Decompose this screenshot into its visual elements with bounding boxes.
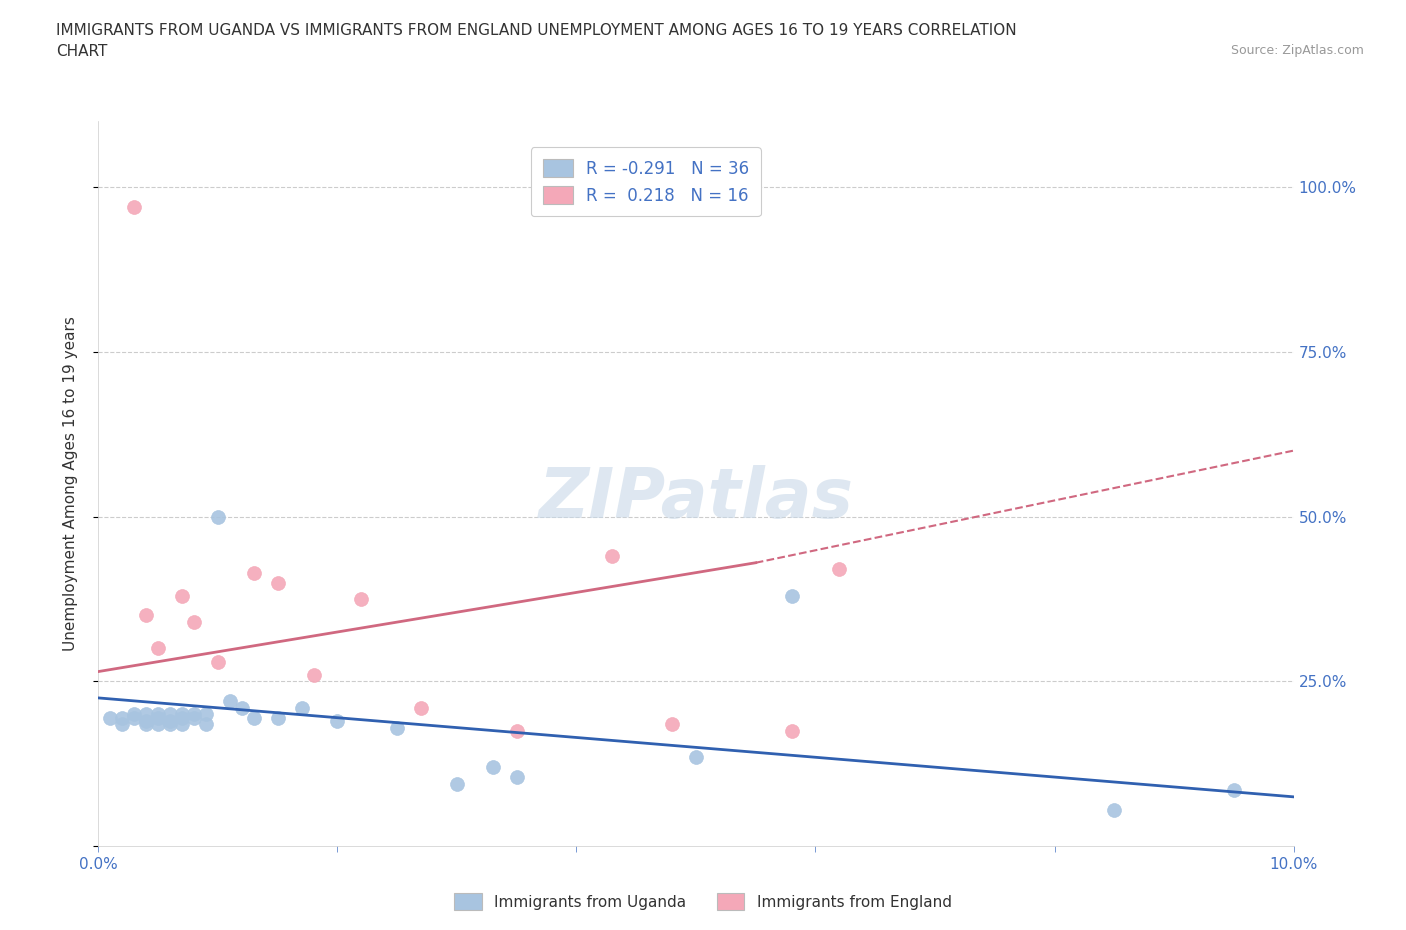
Point xyxy=(148,707,170,722)
Legend: R = -0.291   N = 36, R =  0.218   N = 16: R = -0.291 N = 36, R = 0.218 N = 16 xyxy=(531,147,761,217)
Point xyxy=(183,707,205,722)
Point xyxy=(172,711,194,725)
Point xyxy=(267,575,290,590)
Point xyxy=(124,199,146,214)
Point xyxy=(135,713,157,728)
Point xyxy=(148,711,170,725)
Point xyxy=(326,713,349,728)
Text: Source: ZipAtlas.com: Source: ZipAtlas.com xyxy=(1230,44,1364,57)
Point xyxy=(411,700,433,715)
Point xyxy=(100,711,122,725)
Legend: Immigrants from Uganda, Immigrants from England: Immigrants from Uganda, Immigrants from … xyxy=(447,885,959,918)
Point xyxy=(291,700,314,715)
Point xyxy=(207,509,229,524)
Point xyxy=(159,717,181,732)
Point xyxy=(1223,783,1246,798)
Point xyxy=(195,717,218,732)
Text: CHART: CHART xyxy=(56,44,108,59)
Point xyxy=(243,711,266,725)
Point xyxy=(135,707,157,722)
Point xyxy=(159,707,181,722)
Point xyxy=(135,717,157,732)
Point xyxy=(111,711,134,725)
Point xyxy=(780,724,803,738)
Point xyxy=(111,717,134,732)
Point xyxy=(207,654,229,669)
Point xyxy=(135,608,157,623)
Point xyxy=(350,591,373,606)
Point xyxy=(159,713,181,728)
Point xyxy=(385,720,409,735)
Point xyxy=(231,700,253,715)
Point xyxy=(172,717,194,732)
Point xyxy=(219,694,242,709)
Point xyxy=(780,589,803,604)
Point xyxy=(685,750,707,764)
Point xyxy=(124,707,146,722)
Point xyxy=(602,549,624,564)
Point xyxy=(506,770,529,785)
Point xyxy=(267,711,290,725)
Point xyxy=(243,565,266,580)
Point xyxy=(828,562,851,577)
Point xyxy=(506,724,529,738)
Point xyxy=(481,760,505,775)
Point xyxy=(446,777,468,791)
Text: ZIPatlas: ZIPatlas xyxy=(538,465,853,532)
Point xyxy=(302,668,325,683)
Y-axis label: Unemployment Among Ages 16 to 19 years: Unemployment Among Ages 16 to 19 years xyxy=(63,316,77,651)
Point xyxy=(124,711,146,725)
Point xyxy=(183,615,205,630)
Point xyxy=(172,589,194,604)
Point xyxy=(148,641,170,656)
Point xyxy=(661,717,683,732)
Point xyxy=(1104,803,1126,817)
Point xyxy=(195,707,218,722)
Text: IMMIGRANTS FROM UGANDA VS IMMIGRANTS FROM ENGLAND UNEMPLOYMENT AMONG AGES 16 TO : IMMIGRANTS FROM UGANDA VS IMMIGRANTS FRO… xyxy=(56,23,1017,38)
Point xyxy=(183,711,205,725)
Point xyxy=(148,717,170,732)
Point xyxy=(172,707,194,722)
